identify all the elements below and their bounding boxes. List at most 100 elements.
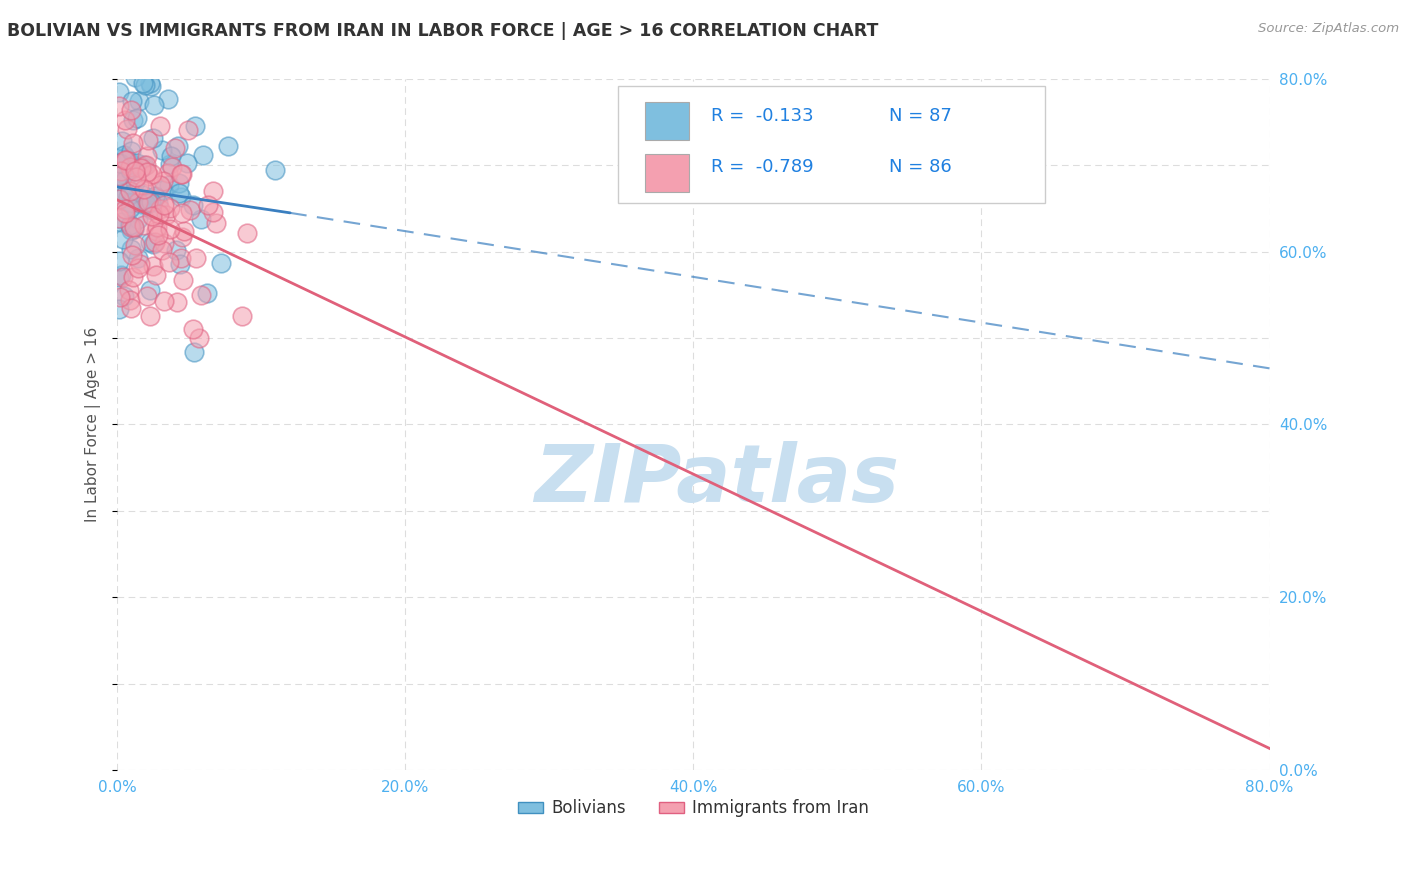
Point: [120, 243, 142, 257]
Point: [148, 207, 170, 221]
Point: [122, 269, 145, 284]
Point: [124, 169, 146, 184]
Point: [152, 144, 174, 158]
Point: [114, 150, 136, 164]
Point: [127, 195, 149, 210]
Point: [108, 169, 131, 183]
Point: [143, 189, 166, 203]
Point: [108, 169, 131, 183]
Point: [121, 95, 143, 109]
Point: [138, 195, 160, 210]
Point: [125, 156, 148, 170]
Point: [115, 122, 138, 136]
Point: [132, 158, 155, 172]
Point: [120, 195, 142, 210]
Point: [120, 161, 142, 176]
Point: [186, 251, 208, 265]
Point: [121, 136, 143, 150]
Point: [122, 113, 145, 128]
FancyBboxPatch shape: [619, 86, 1045, 203]
Point: [163, 141, 186, 155]
Point: [231, 309, 253, 323]
Point: [120, 184, 142, 198]
Point: [141, 167, 163, 181]
Point: [170, 167, 193, 181]
Point: [132, 182, 155, 196]
Point: [134, 78, 156, 92]
Point: [118, 162, 141, 177]
Point: [195, 286, 218, 301]
Point: [150, 244, 173, 258]
Point: [114, 153, 136, 167]
Point: [107, 192, 129, 206]
Point: [202, 184, 225, 198]
Point: [156, 29, 179, 43]
Point: [141, 203, 163, 218]
Point: [152, 174, 174, 188]
Point: [142, 259, 165, 273]
Point: [197, 198, 219, 212]
Point: [120, 301, 142, 315]
Point: [142, 98, 165, 112]
Point: [159, 201, 181, 215]
Point: [209, 256, 232, 270]
Point: [114, 172, 136, 186]
Point: [118, 195, 141, 210]
Point: [153, 197, 176, 211]
Point: [127, 212, 149, 227]
Text: Source: ZipAtlas.com: Source: ZipAtlas.com: [1258, 22, 1399, 36]
Point: [184, 119, 207, 133]
Point: [132, 77, 155, 91]
Point: [124, 70, 146, 84]
Point: [135, 158, 157, 172]
Point: [121, 248, 143, 262]
Point: [128, 94, 150, 108]
Point: [107, 301, 129, 316]
Point: [131, 197, 153, 211]
Point: [136, 289, 159, 303]
Point: [108, 211, 131, 225]
Point: [159, 222, 181, 236]
Point: [173, 224, 195, 238]
Point: [176, 156, 198, 170]
Point: [159, 149, 181, 163]
Point: [143, 235, 166, 250]
Point: [172, 206, 194, 220]
Point: [114, 202, 136, 217]
Point: [132, 218, 155, 232]
Point: [134, 53, 156, 67]
Point: [156, 92, 179, 106]
Point: [167, 177, 190, 191]
Point: [169, 257, 191, 271]
Point: [166, 139, 188, 153]
Point: [138, 309, 160, 323]
Point: [165, 243, 187, 257]
Text: ZIPatlas: ZIPatlas: [534, 441, 898, 519]
Point: [145, 224, 167, 238]
Point: [170, 190, 193, 204]
Point: [122, 158, 145, 172]
Point: [132, 188, 155, 202]
FancyBboxPatch shape: [645, 102, 689, 140]
Point: [124, 163, 146, 178]
Point: [129, 257, 152, 271]
Point: [138, 194, 160, 209]
Point: [128, 178, 150, 192]
Point: [166, 295, 188, 310]
Point: [107, 269, 129, 284]
Point: [112, 232, 135, 246]
Text: BOLIVIAN VS IMMIGRANTS FROM IRAN IN LABOR FORCE | AGE > 16 CORRELATION CHART: BOLIVIAN VS IMMIGRANTS FROM IRAN IN LABO…: [7, 22, 879, 40]
Point: [132, 160, 155, 174]
Point: [190, 288, 212, 302]
Point: [114, 153, 136, 167]
Point: [127, 260, 149, 275]
Point: [181, 322, 204, 336]
Point: [157, 178, 180, 192]
Point: [183, 345, 205, 359]
Text: N = 87: N = 87: [889, 107, 952, 125]
Point: [157, 166, 180, 180]
Point: [112, 148, 135, 162]
Point: [148, 29, 170, 43]
Point: [110, 212, 132, 227]
Point: [112, 288, 135, 302]
